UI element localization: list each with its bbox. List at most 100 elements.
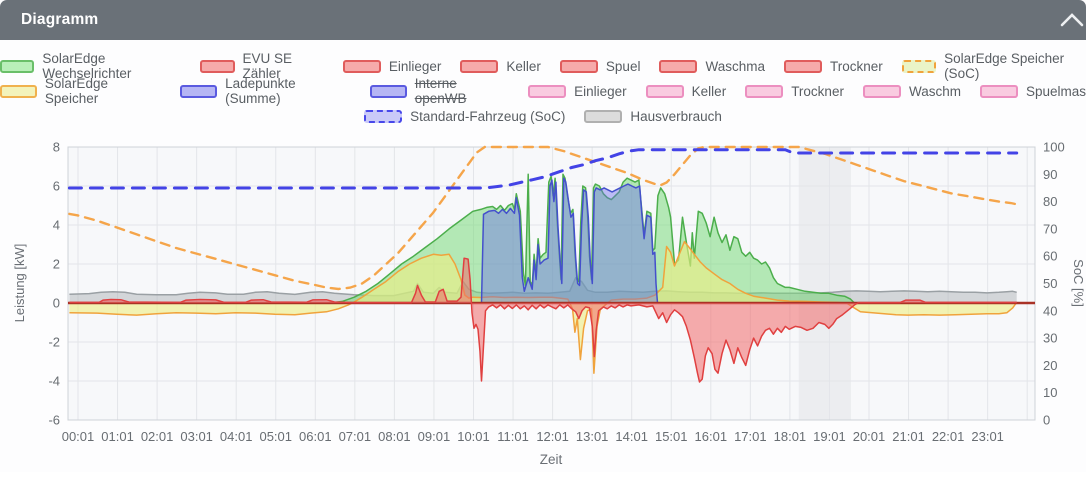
chart-legend: SolarEdge Wechselrichter EVU SE Zähler Ein… bbox=[0, 40, 1086, 126]
y-tick-right: 10 bbox=[1043, 385, 1057, 400]
legend-item-trockner[interactable]: Trockner bbox=[783, 58, 883, 74]
series-line-chargepoints bbox=[69, 177, 1017, 304]
x-tick: 01:01 bbox=[101, 429, 134, 444]
x-tick: 07:01 bbox=[339, 429, 372, 444]
legend-item-spuelmas[interactable]: Spuelmas bbox=[979, 83, 1086, 99]
legend-swatch-icon bbox=[528, 84, 567, 98]
legend-label: Trockner bbox=[829, 58, 883, 74]
legend-swatch-icon bbox=[200, 59, 235, 73]
series-line-evu bbox=[69, 257, 1017, 383]
series-area-evu bbox=[69, 258, 1017, 382]
x-tick: 23:01 bbox=[971, 429, 1004, 444]
legend-label: SolarEdge Wechselrichter bbox=[42, 51, 132, 81]
y-tick-right: 40 bbox=[1043, 303, 1057, 318]
y-tick-right: 20 bbox=[1043, 358, 1057, 373]
x-tick: 17:01 bbox=[734, 429, 767, 444]
collapse-chevron-icon[interactable] bbox=[1060, 11, 1084, 29]
legend-item-hausverbrauch[interactable]: Hausverbrauch bbox=[584, 109, 722, 124]
legend-row-1: SolarEdge Wechselrichter EVU SE Zähler Ein… bbox=[0, 51, 1086, 81]
series-line-solar bbox=[69, 173, 1017, 304]
legend-swatch-icon bbox=[369, 84, 407, 98]
legend-item-einlieger[interactable]: Einlieger bbox=[528, 84, 627, 99]
legend-swatch-icon bbox=[783, 59, 822, 73]
y-tick-right: 70 bbox=[1043, 221, 1057, 236]
legend-label: Waschm bbox=[908, 83, 961, 99]
legend-item-solaredge-speicher[interactable]: SolarEdge Speicher bbox=[0, 76, 161, 106]
y-tick-left: 8 bbox=[53, 140, 60, 155]
x-tick: 19:01 bbox=[813, 429, 846, 444]
y-tick-right: 90 bbox=[1043, 167, 1057, 182]
axis-title-left: Leistung [kW] bbox=[12, 244, 27, 323]
x-tick: 00:01 bbox=[62, 429, 95, 444]
plot-frame bbox=[67, 146, 1036, 421]
x-tick: 05:01 bbox=[259, 429, 292, 444]
x-tick: 15:01 bbox=[655, 429, 688, 444]
legend-item-waschm[interactable]: Waschm bbox=[862, 83, 961, 99]
axis-title-x: Zeit bbox=[540, 452, 563, 467]
x-tick: 08:01 bbox=[378, 429, 411, 444]
legend-label: Ladepunkte (Summe) bbox=[225, 76, 296, 106]
y-tick-right: 0 bbox=[1043, 413, 1050, 428]
legend-item-standard-fahrzeug-soc[interactable]: Standard-Fahrzeug (SoC) bbox=[364, 109, 565, 124]
legend-label: EVU SE Zähler bbox=[242, 51, 293, 81]
x-tick: 14:01 bbox=[615, 429, 648, 444]
y-tick-left: 6 bbox=[53, 179, 60, 194]
legend-label: Trockner bbox=[791, 83, 844, 99]
legend-item-solaredge-speicher-soc[interactable]: SolarEdge Speicher (SoC) bbox=[901, 51, 1086, 81]
x-tick: 11:01 bbox=[497, 429, 529, 444]
series-line-battery_soc bbox=[68, 145, 1018, 291]
x-tick: 13:01 bbox=[576, 429, 609, 444]
series-area-solar bbox=[69, 174, 1017, 303]
series-line-vehicle_soc bbox=[67, 148, 1019, 190]
y-tick-left: 2 bbox=[53, 257, 60, 272]
legend-item-trockner[interactable]: Trockner bbox=[745, 84, 844, 99]
hover-band bbox=[798, 147, 851, 420]
legend-label: Keller bbox=[506, 58, 541, 74]
legend-row-2: SolarEdge Speicher Ladepunkte (Summe) Inte… bbox=[0, 76, 1086, 106]
y-tick-right: 80 bbox=[1043, 194, 1057, 209]
legend-item-spuel[interactable]: Spuel bbox=[559, 59, 640, 74]
legend-item-interne-openwb[interactable]: Interne openWB bbox=[369, 76, 509, 106]
legend-swatch-icon bbox=[901, 59, 937, 73]
legend-label: Hausverbrauch bbox=[630, 108, 722, 124]
x-tick: 04:01 bbox=[220, 429, 253, 444]
y-tick-right: 50 bbox=[1043, 276, 1057, 291]
x-tick: 16:01 bbox=[695, 429, 728, 444]
legend-item-keller[interactable]: Keller bbox=[460, 59, 541, 74]
legend-item-evu-se-z-hler[interactable]: EVU SE Zähler bbox=[200, 51, 324, 81]
y-tick-left: 0 bbox=[53, 296, 60, 311]
y-tick-left: -4 bbox=[48, 374, 60, 389]
x-tick: 09:01 bbox=[418, 429, 451, 444]
legend-swatch-icon bbox=[559, 59, 598, 73]
legend-swatch-icon bbox=[745, 84, 784, 98]
y-tick-left: -2 bbox=[48, 335, 60, 350]
legend-item-einlieger[interactable]: Einlieger bbox=[342, 59, 441, 74]
legend-swatch-icon bbox=[0, 84, 37, 98]
chart-area[interactable]: 8 6 4 2 0 -2 -4 -6 100 90 80 70 60 50 40 30 20 10 0 00:01 01… bbox=[0, 140, 1086, 472]
legend-swatch-icon bbox=[0, 59, 35, 73]
legend-swatch-icon bbox=[659, 59, 698, 73]
y-tick-right: 100 bbox=[1043, 140, 1065, 155]
legend-swatch-icon bbox=[460, 59, 499, 73]
legend-item-solaredge-wechselrichter[interactable]: SolarEdge Wechselrichter bbox=[0, 51, 181, 81]
legend-label: SolarEdge Speicher (SoC) bbox=[944, 51, 1065, 81]
legend-item-keller[interactable]: Keller bbox=[645, 84, 726, 99]
axis-title-right: SoC [%] bbox=[1071, 259, 1086, 307]
series-area-battery bbox=[69, 241, 1017, 374]
legend-label: SolarEdge Speicher bbox=[44, 76, 108, 106]
x-tick: 18:01 bbox=[774, 429, 807, 444]
legend-swatch-icon bbox=[862, 84, 901, 98]
x-tick: 20:01 bbox=[853, 429, 886, 444]
legend-item-waschma[interactable]: Waschma bbox=[659, 59, 765, 74]
y-tick-right: 60 bbox=[1043, 249, 1057, 264]
legend-swatch-icon bbox=[645, 84, 684, 98]
legend-swatch-icon bbox=[180, 84, 218, 98]
legend-swatch-icon bbox=[342, 59, 381, 73]
legend-label: Standard-Fahrzeug (SoC) bbox=[410, 108, 566, 124]
legend-item-ladepunkte-summe[interactable]: Ladepunkte (Summe) bbox=[180, 76, 351, 106]
y-tick-right: 30 bbox=[1043, 331, 1057, 346]
legend-label: Spuelmas bbox=[1025, 83, 1086, 99]
legend-label: Waschma bbox=[705, 58, 765, 74]
